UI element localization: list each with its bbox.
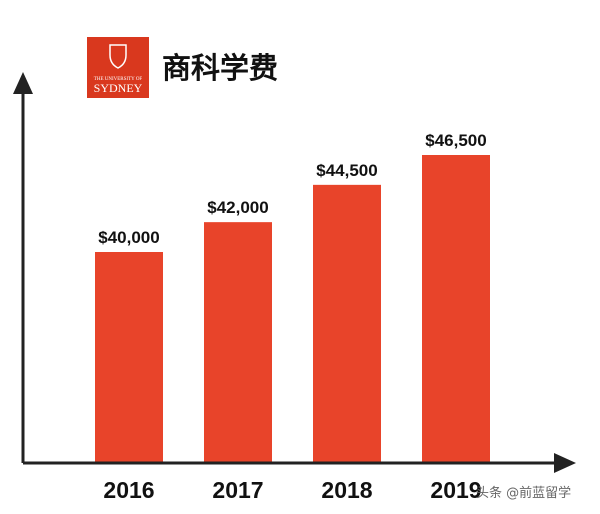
bar-2018 xyxy=(313,184,381,463)
data-label-2019: $46,500 xyxy=(425,131,486,150)
data-label-2018: $44,500 xyxy=(316,161,377,180)
y-axis-arrow-icon xyxy=(13,72,33,94)
data-label-2017: $42,000 xyxy=(207,198,268,217)
data-label-2016: $40,000 xyxy=(98,228,159,247)
bar-2016 xyxy=(95,252,163,463)
watermark: 头条 @前蓝留学 xyxy=(476,485,571,501)
x-tick-label-2016: 2016 xyxy=(103,477,154,503)
crest-icon xyxy=(109,44,127,69)
bar-2019 xyxy=(422,155,490,463)
university-logo: THE UNIVERSITY OF SYDNEY xyxy=(87,37,149,98)
bar-2017 xyxy=(204,222,272,463)
axes xyxy=(13,72,576,473)
x-tick-label-2019: 2019 xyxy=(430,477,481,503)
x-tick-label-2018: 2018 xyxy=(321,477,372,503)
x-tick-label-2017: 2017 xyxy=(212,477,263,503)
logo-name: SYDNEY xyxy=(94,81,143,95)
chart-title: 商科学费 xyxy=(162,51,278,85)
logo-caption: THE UNIVERSITY OF xyxy=(94,77,143,82)
bars-layer: $40,000 2016 $42,000 2017 $44,500 2018 $46,500… xyxy=(95,131,490,503)
x-axis-arrow-icon xyxy=(554,453,576,473)
